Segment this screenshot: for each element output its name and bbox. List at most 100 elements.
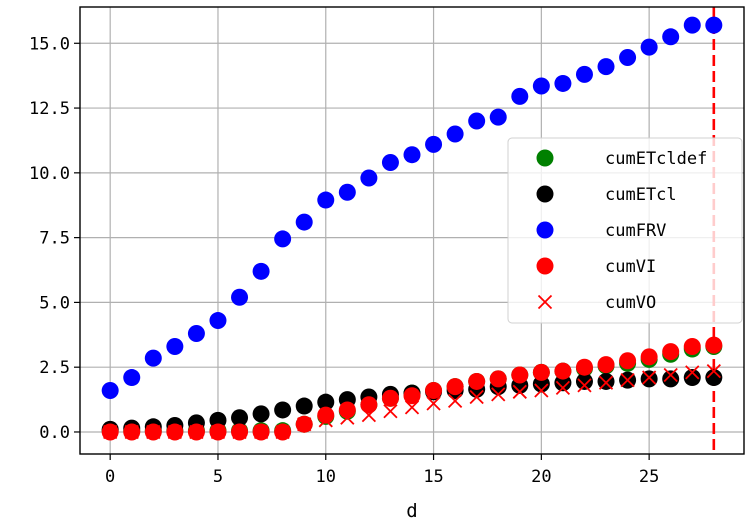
point-cumVO [189,424,204,440]
x-tick-label: 10 [316,467,336,487]
x-marker-stroke [447,393,463,409]
point-cumVI [360,396,378,414]
point-cumFRV [317,191,335,209]
point-cumVO [598,375,614,390]
x-marker-stroke [146,424,161,440]
point-cumETcl [532,375,550,393]
point-cumFRV [144,349,162,367]
point-cumVO [685,365,700,380]
point-cumETcl [231,409,249,427]
legend-box [507,137,743,324]
plot-frame [79,6,745,455]
x-tick-label: 20 [531,467,551,487]
point-cumVO [103,424,118,440]
point-cumFRV [231,288,249,306]
point-cumVI [468,372,486,390]
x-marker-stroke [663,367,678,383]
point-cumVO [167,424,182,440]
x-marker-stroke [103,424,118,440]
point-cumFRV [403,146,421,164]
point-cumVO [253,424,269,440]
point-cumVI [446,378,464,396]
legend-label-cumETcl: cumETcl [605,185,677,205]
x-marker-stroke [361,407,377,423]
point-cumVI [683,337,701,355]
point-cumVO [146,424,161,440]
x-marker-stroke [469,389,484,405]
point-cumVI [597,356,615,374]
x-tick-label: 15 [423,467,443,487]
point-cumFRV [554,74,572,92]
x-marker-stroke [210,424,226,440]
legend-marker-cumFRV [536,221,554,239]
x-marker-stroke [253,424,269,440]
point-cumETcl [683,369,701,387]
point-cumVO [340,410,355,425]
x-marker-stroke [383,404,398,419]
legend-label-cumVI: cumVI [605,257,656,277]
y-tick-label: 0.0 [39,423,70,443]
x-marker-stroke [167,424,182,440]
x-marker-stroke [491,387,506,402]
x-marker-stroke [340,410,355,425]
point-cumETcl [209,411,227,429]
legend-marker-cumETcl [536,185,554,203]
point-cumETcl [597,372,615,390]
ticks: 0 5 10 15 20 25 0.0 2.5 5.0 7.5 10.0 12.5 15.0 [29,34,659,487]
y-tick-label: 2.5 [39,358,70,378]
point-cumFRV [252,262,270,280]
legend-label-cumFRV: cumFRV [605,221,666,241]
legend-marker-cumVI [536,257,554,275]
x-marker-stroke [598,375,614,390]
point-cumFRV [446,125,464,143]
point-cumVI [381,389,399,407]
x-marker-stroke [512,384,527,399]
point-cumVO [275,424,290,440]
point-cumVO [361,407,377,423]
point-cumFRV [489,108,507,126]
x-marker-stroke [534,383,549,398]
x-marker-stroke [706,363,721,379]
point-cumVI [489,370,507,388]
point-cumVO [663,367,678,383]
point-cumVO [447,393,463,409]
point-cumVI [575,358,593,376]
legend-label-cumETcldef: cumETcldef [605,149,707,169]
point-cumETcl [274,401,292,419]
point-cumETcl [575,372,593,390]
point-cumETcl [554,374,572,392]
point-cumETcl [252,405,270,423]
point-cumFRV [468,112,486,130]
x-marker-stroke [642,370,657,385]
point-cumFRV [511,87,529,105]
point-cumFRV [101,382,119,400]
point-cumFRV [425,135,443,153]
x-marker-stroke [577,378,592,393]
point-cumFRV [640,38,658,56]
point-cumFRV [123,369,141,387]
data-points [101,16,723,441]
x-marker-stroke [232,424,247,440]
point-cumETcl [662,370,680,388]
point-cumVI [425,382,443,400]
x-marker-stroke [620,373,635,388]
point-cumFRV [166,337,184,355]
point-cumVO [297,417,312,432]
x-marker-stroke [297,417,312,432]
point-cumVI [338,401,356,419]
point-cumVO [620,373,635,388]
x-tick-label: 5 [213,467,223,487]
point-cumVI [403,387,421,405]
x-marker-stroke [426,396,441,411]
y-tick-label: 5.0 [39,293,70,313]
point-cumVO [469,389,484,405]
x-marker-stroke [124,424,139,440]
legend-marker-cumETcldef [536,149,554,167]
point-cumVO [491,387,506,402]
point-cumVO [318,413,333,428]
legend: cumETcldef cumETcl cumFRV cumVI cumVO [507,137,743,324]
axes [79,6,745,455]
point-cumVO [210,424,226,440]
point-cumFRV [662,28,680,46]
